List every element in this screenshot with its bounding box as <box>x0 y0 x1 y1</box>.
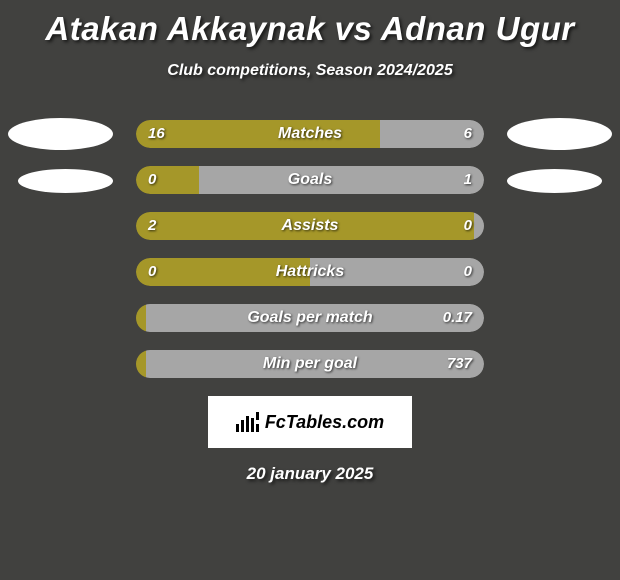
stat-row-hattricks: 0 0 Hattricks <box>0 258 620 286</box>
bar-left <box>136 120 380 148</box>
footer-date: 20 january 2025 <box>0 464 620 484</box>
bar-left <box>136 350 146 378</box>
bar-right <box>146 350 484 378</box>
bar-track <box>136 120 484 148</box>
bar-track <box>136 212 484 240</box>
bar-right <box>474 212 484 240</box>
player2-avatar <box>507 118 612 150</box>
bar-track <box>136 258 484 286</box>
bar-right <box>310 258 484 286</box>
comparison-infographic: Atakan Akkaynak vs Adnan Ugur Club compe… <box>0 0 620 580</box>
bar-right <box>146 304 484 332</box>
bar-left <box>136 258 310 286</box>
bar-track <box>136 350 484 378</box>
stat-row-goals: 0 1 Goals <box>0 166 620 194</box>
logo-text: FcTables.com <box>265 412 384 433</box>
bar-chart-icon <box>236 412 262 432</box>
stat-row-assists: 2 0 Assists <box>0 212 620 240</box>
player2-avatar <box>507 169 602 193</box>
bar-left <box>136 304 146 332</box>
chart-area: 16 6 Matches 0 1 Goals 2 0 Assists <box>0 120 620 378</box>
bar-track <box>136 304 484 332</box>
player1-avatar <box>18 169 113 193</box>
stat-row-min-per-goal: 737 Min per goal <box>0 350 620 378</box>
bar-left <box>136 212 474 240</box>
player1-avatar <box>8 118 113 150</box>
main-title: Atakan Akkaynak vs Adnan Ugur <box>0 0 620 48</box>
logo-box: FcTables.com <box>208 396 412 448</box>
bar-right <box>380 120 484 148</box>
bar-left <box>136 166 199 194</box>
stat-row-goals-per-match: 0.17 Goals per match <box>0 304 620 332</box>
bar-right <box>199 166 484 194</box>
subtitle: Club competitions, Season 2024/2025 <box>0 62 620 80</box>
bar-track <box>136 166 484 194</box>
stat-row-matches: 16 6 Matches <box>0 120 620 148</box>
